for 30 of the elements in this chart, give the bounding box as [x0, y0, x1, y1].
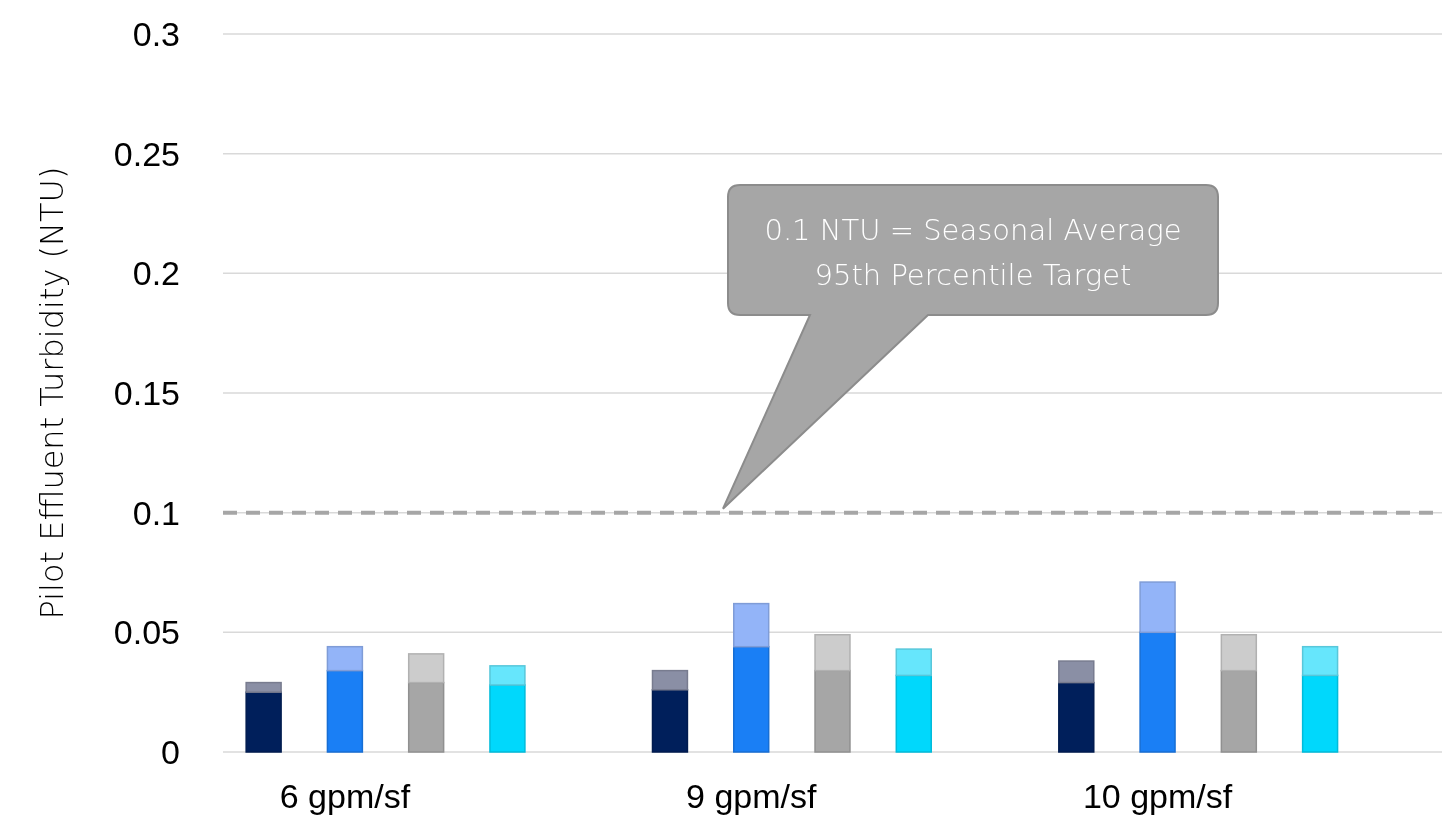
bar — [1301, 645, 1339, 677]
y-tick-label: 0.2 — [132, 254, 180, 293]
y-axis-title: Pilot Effluent Turbidity (NTU) — [33, 166, 71, 620]
y-tick-label: 0.15 — [113, 373, 180, 412]
bar — [245, 681, 282, 693]
bar — [1139, 631, 1176, 753]
bar — [326, 645, 364, 672]
y-tick-label: 0 — [161, 732, 180, 771]
bar — [1301, 674, 1339, 753]
y-tick-label: 0.05 — [113, 613, 180, 652]
bar — [651, 689, 689, 753]
y-tick-label: 0.1 — [132, 493, 180, 532]
bar — [895, 674, 932, 753]
bar — [733, 645, 770, 753]
bar — [1058, 660, 1095, 684]
bar — [245, 691, 282, 753]
bar — [1058, 681, 1095, 753]
x-tick-label: 10 gpm/sf — [1082, 777, 1233, 815]
bar — [489, 665, 526, 686]
bar — [489, 684, 526, 753]
bar — [326, 669, 364, 753]
y-tick-label: 0.25 — [113, 134, 180, 173]
bar — [895, 648, 932, 677]
bar — [1139, 581, 1176, 634]
bar — [733, 602, 770, 648]
annotation: 0.1 NTU = Seasonal Average 95th Percentile Target — [764, 213, 1182, 292]
y-tick-label: 0.3 — [132, 14, 180, 53]
x-tick-label: 6 gpm/sf — [279, 777, 411, 815]
bar — [651, 669, 689, 691]
x-tick-label: 9 gpm/sf — [686, 777, 817, 815]
